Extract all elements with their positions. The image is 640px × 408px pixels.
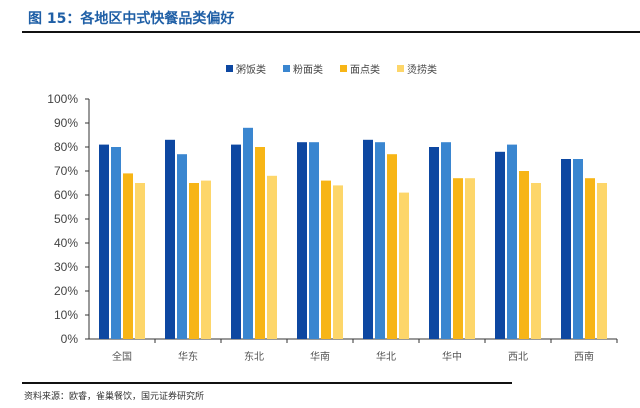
bar-粉面类 — [375, 142, 385, 339]
bar-粥饭类 — [363, 139, 373, 339]
bar-面点类 — [585, 178, 595, 339]
footer-divider — [22, 382, 512, 384]
y-tick-label: 10% — [54, 308, 78, 322]
bar-粉面类 — [111, 147, 121, 339]
bar-粥饭类 — [561, 159, 571, 339]
bar-烫捞类 — [597, 183, 607, 339]
y-tick-label: 70% — [54, 164, 78, 178]
y-tick-label: 40% — [54, 236, 78, 250]
bar-面点类 — [321, 180, 331, 339]
bar-烫捞类 — [333, 185, 343, 339]
bar-粥饭类 — [495, 151, 505, 339]
y-tick-label: 100% — [47, 92, 78, 106]
x-tick-label: 西北 — [508, 351, 528, 363]
y-tick-label: 90% — [54, 116, 78, 130]
bar-面点类 — [255, 147, 265, 339]
bar-面点类 — [453, 178, 463, 339]
legend-swatch — [283, 65, 290, 72]
bar-粥饭类 — [429, 147, 439, 339]
figure-title: 图 15：各地区中式快餐品类偏好 — [28, 11, 235, 27]
legend-swatch — [340, 65, 347, 72]
bar-面点类 — [189, 183, 199, 339]
bar-粥饭类 — [99, 144, 109, 339]
y-tick-label: 30% — [54, 260, 78, 274]
bar-烫捞类 — [399, 192, 409, 339]
y-tick-label: 60% — [54, 188, 78, 202]
x-tick-label: 西南 — [574, 350, 594, 363]
bar-面点类 — [519, 171, 529, 339]
x-tick-label: 华北 — [376, 350, 396, 363]
bar-粉面类 — [177, 154, 187, 339]
bar-粥饭类 — [297, 142, 307, 339]
bar-烫捞类 — [465, 178, 475, 339]
legend-swatch — [226, 65, 233, 72]
legend-label: 面点类 — [350, 63, 380, 76]
bar-粥饭类 — [165, 139, 175, 339]
legend-label: 烫捞类 — [407, 63, 437, 76]
bar-粉面类 — [309, 142, 319, 339]
bar-烫捞类 — [201, 180, 211, 339]
bar-粉面类 — [441, 142, 451, 339]
title-divider — [22, 31, 640, 33]
x-tick-label: 华中 — [442, 350, 462, 363]
y-tick-label: 80% — [54, 140, 78, 154]
x-tick-label: 华南 — [310, 350, 330, 363]
source-note: 资料来源：欧睿，雀巢餐饮，国元证券研究所 — [24, 392, 205, 402]
bar-面点类 — [123, 173, 133, 339]
y-tick-label: 20% — [54, 284, 78, 298]
y-tick-label: 50% — [54, 212, 78, 226]
y-tick-label: 0% — [61, 332, 79, 346]
bar-面点类 — [387, 154, 397, 339]
bar-烫捞类 — [531, 183, 541, 339]
legend-label: 粥饭类 — [236, 63, 266, 76]
bar-烫捞类 — [267, 175, 277, 339]
x-tick-label: 华东 — [178, 350, 198, 363]
bar-粉面类 — [573, 159, 583, 339]
x-tick-label: 东北 — [244, 350, 264, 363]
legend-swatch — [397, 65, 404, 72]
legend-label: 粉面类 — [293, 63, 323, 76]
bar-粉面类 — [243, 127, 253, 339]
bar-粥饭类 — [231, 144, 241, 339]
x-tick-label: 全国 — [112, 350, 132, 363]
bar-粉面类 — [507, 144, 517, 339]
bar-烫捞类 — [135, 183, 145, 339]
